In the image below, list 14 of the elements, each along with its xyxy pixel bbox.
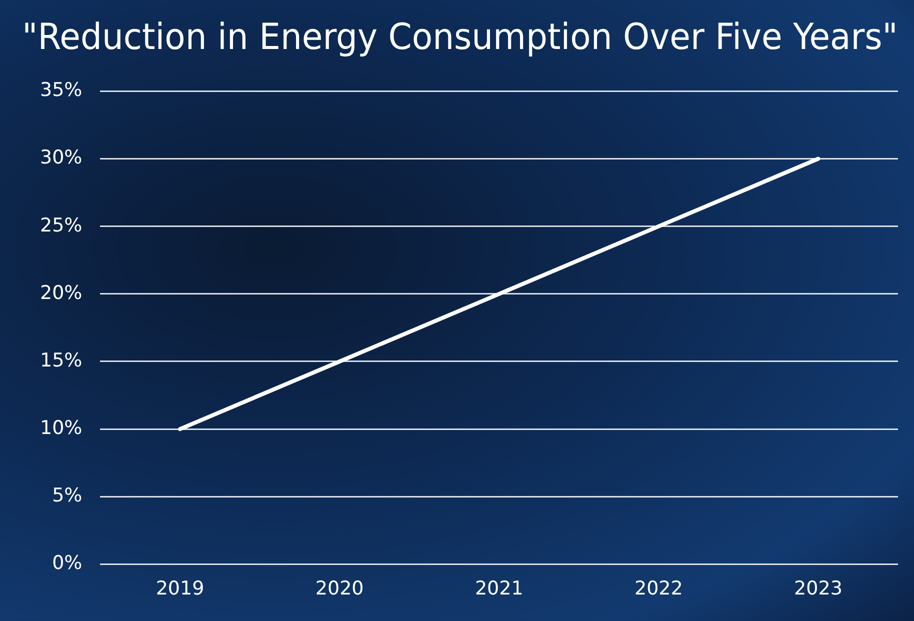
y-tick-label: 5%: [52, 484, 82, 507]
x-tick-label: 2021: [474, 578, 524, 600]
chart-title: "Reduction in Energy Consumption Over Five Years": [22, 17, 898, 58]
x-tick-label: 2019: [156, 578, 204, 600]
y-tick-label: 10%: [40, 416, 82, 439]
x-tick-label: 2020: [315, 578, 364, 600]
y-tick-label: 20%: [40, 282, 82, 304]
y-tick-label: 0%: [52, 552, 82, 574]
x-tick-label: 2022: [634, 578, 683, 600]
y-tick-label: 30%: [40, 146, 82, 169]
y-tick-label: 35%: [40, 79, 82, 102]
x-tick-label: 2023: [794, 578, 842, 600]
y-tick-label: 15%: [40, 349, 82, 372]
y-tick-label: 25%: [40, 214, 82, 236]
